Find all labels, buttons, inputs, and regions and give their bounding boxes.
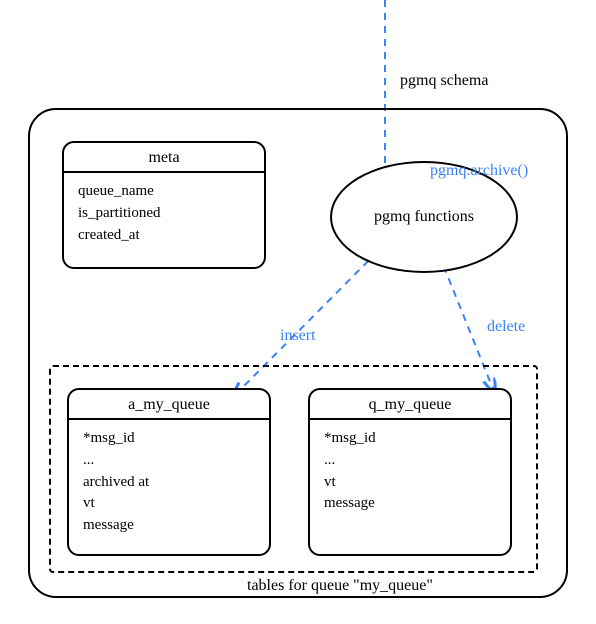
archive-row: *msg_id [83, 428, 255, 450]
queue-row: *msg_id [324, 428, 496, 450]
queue-tables-caption: tables for queue "my_queue" [247, 577, 433, 595]
archive-row: message [83, 515, 255, 537]
queue-table-title: q_my_queue [310, 390, 510, 420]
queue-table: q_my_queue *msg_id ... vt message [308, 388, 512, 556]
insert-edge-label: insert [280, 327, 316, 345]
functions-label: pgmq functions [374, 208, 474, 226]
archive-row: archived at [83, 472, 255, 494]
archive-table-body: *msg_id ... archived at vt message [69, 420, 269, 545]
meta-table: meta queue_name is_partitioned created_a… [62, 141, 266, 269]
schema-label: pgmq schema [400, 72, 488, 90]
meta-table-body: queue_name is_partitioned created_at [64, 173, 264, 254]
queue-row: vt [324, 472, 496, 494]
queue-row: ... [324, 450, 496, 472]
archive-table: a_my_queue *msg_id ... archived at vt me… [67, 388, 271, 556]
archive-table-title: a_my_queue [69, 390, 269, 420]
archive-row: ... [83, 450, 255, 472]
queue-table-body: *msg_id ... vt message [310, 420, 510, 523]
archive-row: vt [83, 493, 255, 515]
meta-row: created_at [78, 225, 250, 247]
meta-row: is_partitioned [78, 203, 250, 225]
archive-call-label: pgmq.archive() [430, 162, 528, 180]
meta-table-title: meta [64, 143, 264, 173]
queue-row: message [324, 493, 496, 515]
meta-row: queue_name [78, 181, 250, 203]
delete-edge-label: delete [487, 318, 525, 336]
